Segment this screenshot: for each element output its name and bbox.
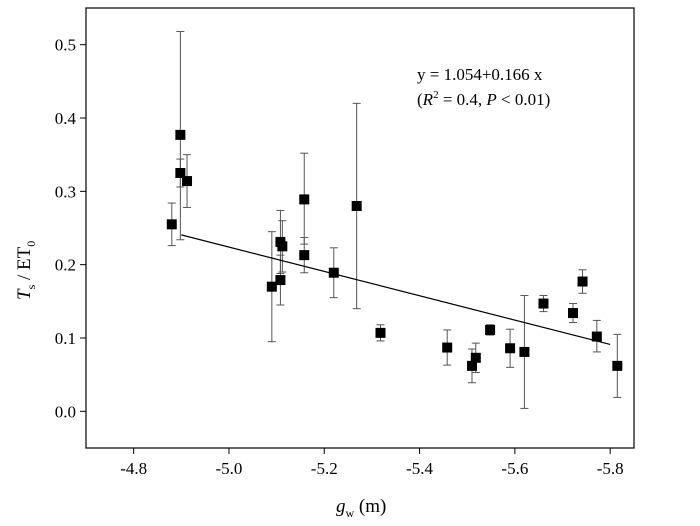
x-tick-label: -5.6 (501, 459, 528, 478)
data-point (175, 129, 186, 140)
regression-equation: y = 1.054+0.166 x (417, 65, 543, 84)
data-point (182, 176, 193, 187)
data-point (351, 201, 362, 211)
data-point (591, 331, 602, 342)
y-tick-label: 0.3 (55, 182, 76, 201)
data-point (175, 168, 186, 178)
x-tick-label: -4.8 (120, 459, 147, 478)
data-points (166, 129, 623, 371)
data-point (466, 360, 477, 371)
data-point (612, 360, 623, 371)
data-point (538, 298, 549, 309)
data-point (328, 267, 339, 278)
regression-stats: (R2 = 0.4, P < 0.01) (417, 89, 550, 109)
data-point (505, 343, 516, 354)
data-point (568, 308, 579, 319)
y-tick-label: 0.1 (55, 329, 76, 348)
x-tick-label: -5.0 (215, 459, 242, 478)
data-point (299, 194, 310, 205)
y-tick-label: 0.2 (55, 256, 76, 275)
y-axis-label: Ts / ET0 (14, 241, 38, 300)
data-point (470, 352, 481, 363)
x-tick-label: -5.8 (597, 459, 624, 478)
data-point (442, 342, 453, 353)
x-tick-label: -5.4 (406, 459, 433, 478)
y-tick-label: 0.0 (55, 402, 76, 421)
y-tick-label: 0.4 (55, 109, 77, 128)
data-point (277, 241, 288, 252)
y-tick-label: 0.5 (55, 36, 76, 55)
error-bars (167, 30, 622, 409)
data-point (275, 275, 286, 286)
data-point (375, 327, 386, 338)
data-point (299, 250, 310, 261)
regression-line (181, 234, 611, 346)
x-tick-label: -5.2 (311, 459, 338, 478)
data-point (266, 281, 277, 292)
data-point (519, 346, 530, 357)
y-axis: 0.0 0.1 0.2 0.3 0.4 0.5 (55, 36, 86, 421)
data-point (166, 219, 177, 230)
x-axis: -4.8 -5.0 -5.2 -5.4 -5.6 -5.8 (120, 448, 624, 478)
data-point (485, 324, 496, 335)
x-axis-label: gw (m) (336, 496, 386, 520)
plot-frame (85, 7, 635, 449)
data-point (577, 276, 588, 287)
